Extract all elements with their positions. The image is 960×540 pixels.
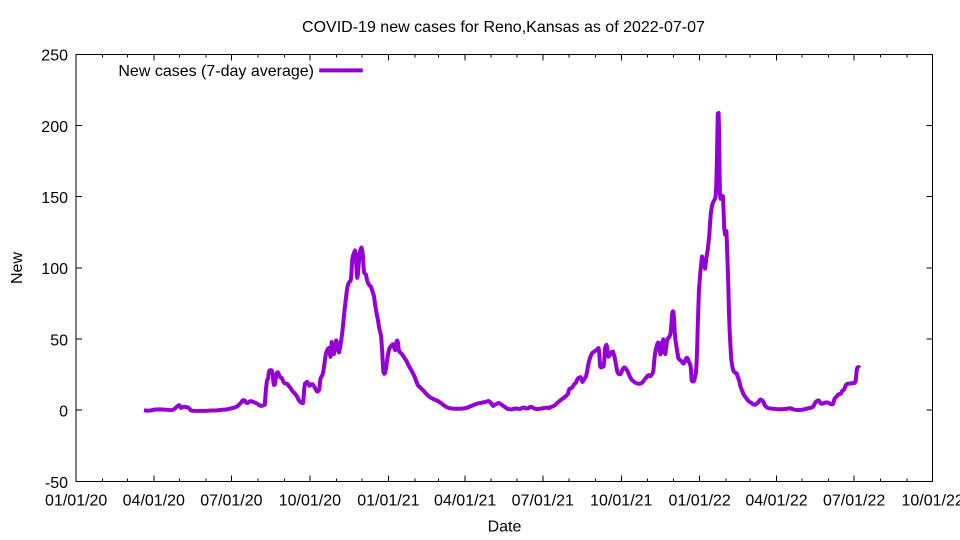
svg-text:COVID-19 new cases for Reno,Ka: COVID-19 new cases for Reno,Kansas as of… — [302, 19, 705, 36]
svg-text:150: 150 — [41, 190, 68, 207]
svg-text:0: 0 — [59, 404, 68, 421]
svg-text:01/01/21: 01/01/21 — [357, 493, 419, 510]
svg-text:New cases (7-day average): New cases (7-day average) — [118, 63, 314, 80]
svg-text:01/01/22: 01/01/22 — [669, 493, 731, 510]
svg-text:04/01/21: 04/01/21 — [434, 493, 496, 510]
svg-text:10/01/21: 10/01/21 — [590, 493, 652, 510]
svg-text:07/01/20: 07/01/20 — [200, 493, 262, 510]
svg-text:New: New — [9, 252, 26, 284]
svg-text:50: 50 — [50, 332, 68, 349]
svg-text:-50: -50 — [45, 475, 68, 492]
svg-text:07/01/22: 07/01/22 — [823, 493, 885, 510]
svg-text:Date: Date — [488, 519, 522, 536]
svg-text:250: 250 — [41, 48, 68, 65]
svg-text:04/01/20: 04/01/20 — [123, 493, 185, 510]
svg-text:04/01/22: 04/01/22 — [745, 493, 807, 510]
svg-text:10/01/22: 10/01/22 — [901, 493, 960, 510]
svg-text:01/01/20: 01/01/20 — [45, 493, 107, 510]
svg-text:07/01/21: 07/01/21 — [512, 493, 574, 510]
svg-text:100: 100 — [41, 261, 68, 278]
svg-text:200: 200 — [41, 119, 68, 136]
svg-text:10/01/20: 10/01/20 — [279, 493, 341, 510]
